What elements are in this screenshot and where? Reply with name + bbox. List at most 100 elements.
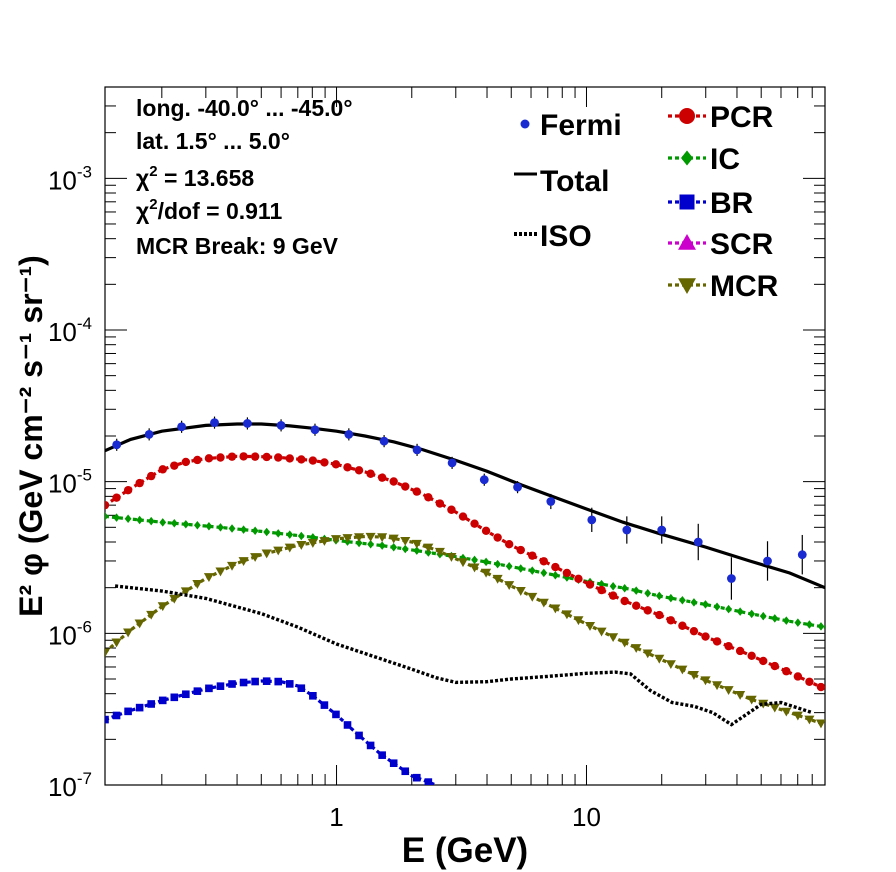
- series-ic-point: [494, 559, 502, 569]
- series-ic-point: [482, 557, 490, 567]
- series-mcr-point: [561, 610, 572, 620]
- series-mcr-point: [573, 616, 584, 626]
- series-iso-line: [114, 584, 813, 727]
- series-ic-point: [644, 589, 652, 598]
- series-mcr-point: [261, 549, 272, 559]
- series-mcr-point: [400, 536, 411, 546]
- series-mcr-point: [781, 707, 792, 717]
- series-pcr-point: [112, 493, 121, 502]
- series-pcr-point: [204, 454, 214, 463]
- series-mcr-point: [226, 561, 238, 571]
- series-pcr-point: [239, 452, 248, 461]
- y-tick-label: 10-5: [48, 466, 92, 499]
- x-tick-label: 1: [329, 802, 343, 832]
- series-mcr-point: [296, 541, 307, 550]
- series-mcr-point: [631, 644, 642, 653]
- series-ic-point: [655, 591, 663, 601]
- series-pcr-point: [816, 682, 825, 692]
- series-ic-point: [182, 520, 190, 529]
- series-mcr-line: [105, 534, 825, 727]
- series-pcr-point: [227, 452, 237, 461]
- series-ic-point: [147, 516, 155, 526]
- series-mcr-point: [804, 715, 815, 725]
- series-mcr-point: [654, 654, 665, 664]
- fermi-data-point: [112, 440, 122, 450]
- series-mcr-point: [758, 699, 769, 709]
- fermi-data-point: [797, 550, 807, 560]
- series-pcr-point: [354, 466, 364, 475]
- series-pcr-point: [366, 469, 375, 478]
- y-tick-label: 10-7: [48, 769, 92, 802]
- legend-label-ic: IC: [710, 143, 740, 176]
- series-br-point: [274, 677, 283, 686]
- series-pcr-point: [216, 453, 225, 462]
- fermi-data-point: [412, 445, 422, 455]
- series-br-point: [309, 692, 317, 700]
- series-pcr-point: [181, 457, 191, 467]
- series-br-point: [135, 703, 144, 712]
- series-mcr-point: [792, 711, 803, 721]
- legend-br-marker: [679, 194, 695, 210]
- series-mcr-point: [619, 638, 630, 648]
- series-mcr-point: [342, 534, 353, 543]
- series-ic-point: [678, 595, 686, 605]
- series-pcr-point: [135, 478, 144, 488]
- legend-ic-marker: [681, 150, 693, 166]
- series-br-point: [216, 682, 225, 690]
- series-ic-point: [667, 593, 675, 603]
- series-pcr-point: [401, 482, 410, 491]
- series-ic-point: [551, 570, 559, 580]
- series-ic-point: [105, 512, 109, 521]
- x-axis-title: E (GeV): [402, 831, 528, 870]
- series-mcr-point: [319, 537, 330, 546]
- series-pcr-point: [297, 455, 306, 464]
- series-mcr-point: [284, 543, 295, 553]
- series-mcr-point: [111, 638, 122, 648]
- series-pcr-point: [770, 661, 779, 671]
- series-ic-point: [297, 531, 305, 541]
- series-mcr-point: [157, 602, 168, 612]
- series-pcr-point: [308, 456, 318, 465]
- series-pcr-point: [516, 545, 525, 555]
- series-pcr-point: [562, 568, 572, 578]
- series-mcr-point: [596, 627, 607, 637]
- series-ic-point: [540, 568, 548, 578]
- series-br-point: [332, 710, 340, 719]
- series-pcr-point: [146, 471, 156, 481]
- tick-labels: 1 10 10-7 10-6 10-5 10-4 10-3: [48, 162, 601, 832]
- series-mcr-point: [677, 665, 688, 675]
- legend-label-mcr: MCR: [710, 270, 779, 303]
- series-ic-point: [806, 620, 813, 629]
- series-ic-point: [771, 614, 779, 623]
- series-mcr-point: [123, 628, 134, 638]
- fermi-data-point: [513, 482, 522, 492]
- series-mcr-point: [481, 568, 492, 578]
- fermi-data-point: [243, 419, 252, 428]
- series-mcr-point: [411, 539, 422, 549]
- series-br-point: [112, 711, 121, 720]
- series-ic-point: [367, 540, 375, 549]
- fermi-data-point: [546, 497, 556, 506]
- series-pcr-point: [481, 526, 491, 536]
- series-ic-point: [736, 607, 744, 616]
- series-br-point: [355, 731, 363, 740]
- fermi-data-layer: [112, 416, 807, 600]
- series-mcr-point: [723, 686, 734, 695]
- series-br-point: [424, 778, 433, 785]
- series-ic-point: [505, 562, 513, 571]
- series-pcr-point: [493, 533, 502, 542]
- series-mcr-point: [584, 622, 596, 631]
- series-mcr-point: [203, 573, 214, 582]
- series-br-point: [239, 678, 248, 687]
- series-br-point: [193, 687, 202, 695]
- series-ic-point: [251, 526, 259, 536]
- series-pcr-point: [331, 460, 341, 469]
- series-pcr-point: [666, 616, 676, 625]
- series-ic-point: [274, 529, 282, 538]
- series-pcr-point: [262, 452, 271, 462]
- series-mcr-point: [192, 580, 203, 589]
- series-ic-point: [159, 518, 167, 527]
- series-mcr-point: [365, 532, 376, 542]
- series-pcr-point: [632, 601, 641, 610]
